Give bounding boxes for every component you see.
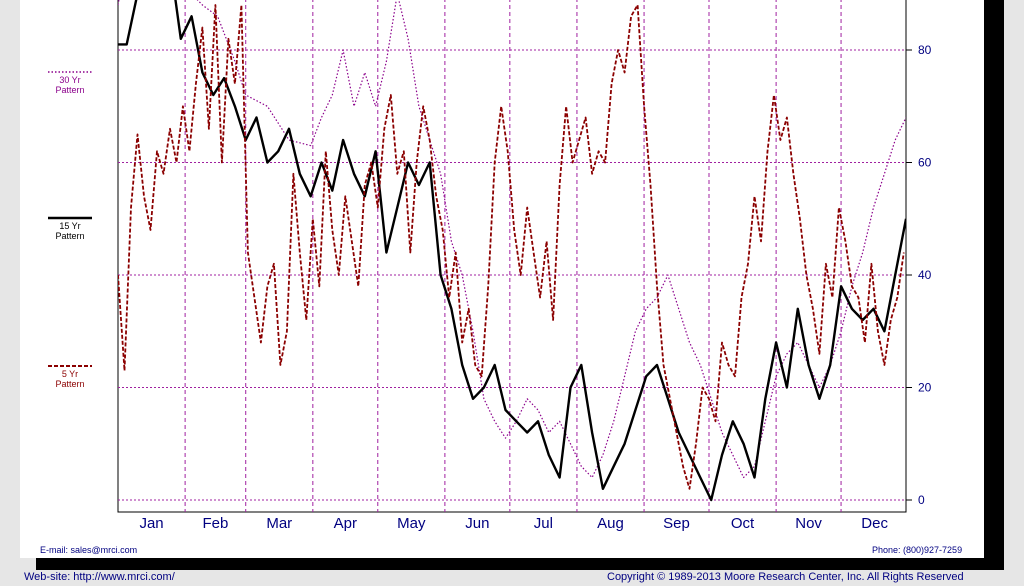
month-label: Jan <box>139 515 163 532</box>
plot-frame <box>117 0 907 513</box>
month-label: May <box>397 515 426 532</box>
phone-text: Phone: (800)927-7259 <box>872 545 963 555</box>
y-tick-label: 40 <box>918 268 932 282</box>
month-label: Dec <box>861 515 888 532</box>
month-label: Apr <box>334 515 357 532</box>
legend-30yr-label-line1: 30 Yr <box>59 75 81 85</box>
y-tick-label: 60 <box>918 156 932 170</box>
month-label: Nov <box>795 515 822 532</box>
website-link[interactable]: Web-site: http://www.mrci.com/ <box>24 571 175 583</box>
legend-5yr-label-line1: 5 Yr <box>61 369 79 379</box>
legend-15yr: 15 Yr Pattern <box>40 216 100 241</box>
y-tick-label: 0 <box>918 493 925 507</box>
series-line-5-yr-pattern <box>118 4 905 490</box>
month-label: Jun <box>465 515 489 532</box>
copyright-text: Copyright © 1989-2013 Moore Research Cen… <box>607 571 964 583</box>
legend-15yr-label-line2: Pattern <box>55 231 85 241</box>
y-tick-label: 20 <box>918 381 932 395</box>
email-text: E-mail: sales@mrci.com <box>40 545 138 555</box>
chart-panel <box>20 0 984 558</box>
legend-30yr: 30 Yr Pattern <box>40 70 100 95</box>
month-label: Mar <box>266 515 292 532</box>
month-label: Feb <box>202 515 228 532</box>
month-label: Sep <box>663 515 690 532</box>
legend-30yr-label-line2: Pattern <box>55 85 85 95</box>
y-tick-label: 80 <box>918 43 932 57</box>
panel-shadow-bottom <box>36 558 1004 570</box>
legend-5yr-label-line2: Pattern <box>55 379 85 389</box>
series-line-15-yr-pattern <box>118 0 906 502</box>
legend-5yr-swatch <box>48 365 92 367</box>
month-label: Oct <box>731 515 755 532</box>
legend-30yr-swatch <box>48 71 92 73</box>
series-line-30-yr-pattern <box>118 0 906 479</box>
panel-shadow-right <box>984 0 1004 570</box>
legend-15yr-swatch <box>48 216 92 220</box>
legend-15yr-label-line1: 15 Yr <box>59 221 81 231</box>
month-label: Jul <box>534 515 553 532</box>
month-label: Aug <box>597 515 624 532</box>
legend-5yr: 5 Yr Pattern <box>40 364 100 389</box>
